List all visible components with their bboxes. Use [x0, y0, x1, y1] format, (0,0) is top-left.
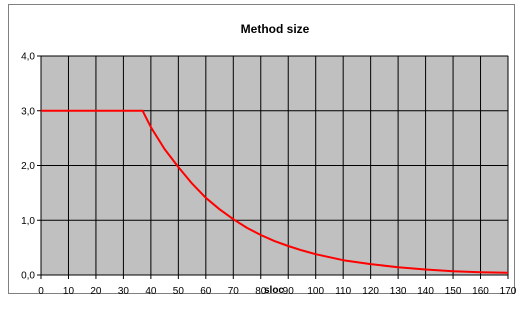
x-tick-label: 90	[283, 286, 295, 297]
series-line	[41, 109, 509, 274]
x-tick-label: 30	[118, 286, 130, 297]
x-tick-label: 130	[390, 286, 407, 297]
y-tick-label: 4,0	[21, 52, 35, 63]
x-tick-label: 0	[38, 286, 44, 297]
x-tick-label: 150	[445, 286, 462, 297]
y-tick-label: 1,0	[21, 216, 35, 227]
x-tick-label: 140	[417, 286, 434, 297]
x-axis-title: sloc	[264, 285, 284, 296]
x-tick-label: 70	[228, 286, 240, 297]
series-layer	[41, 109, 509, 274]
x-tick-label: 120	[362, 286, 379, 297]
grid-layer	[41, 55, 509, 275]
x-tick-label: 80	[255, 286, 267, 297]
y-tick-label: 3,0	[21, 106, 35, 117]
label-layer: 0,0 1,0 2,0 3,0 4,0 0 10 20 30 40 50 60 70 80 90 100 110…	[21, 52, 517, 298]
x-tick-label: 60	[200, 286, 212, 297]
x-tick-label: 100	[307, 286, 324, 297]
x-tick-label: 20	[90, 286, 102, 297]
y-tick-label: 0,0	[21, 271, 35, 282]
x-tick-label: 160	[472, 286, 489, 297]
x-tick-label: 40	[145, 286, 157, 297]
x-tick-label: 110	[335, 286, 351, 297]
x-tick-label: 50	[173, 286, 185, 297]
y-tick-label: 2,0	[21, 161, 35, 172]
x-tick-label: 170	[500, 286, 517, 297]
axis-layer	[37, 55, 509, 279]
chart-title: Method size	[241, 22, 310, 36]
x-tick-label: 10	[63, 286, 75, 297]
